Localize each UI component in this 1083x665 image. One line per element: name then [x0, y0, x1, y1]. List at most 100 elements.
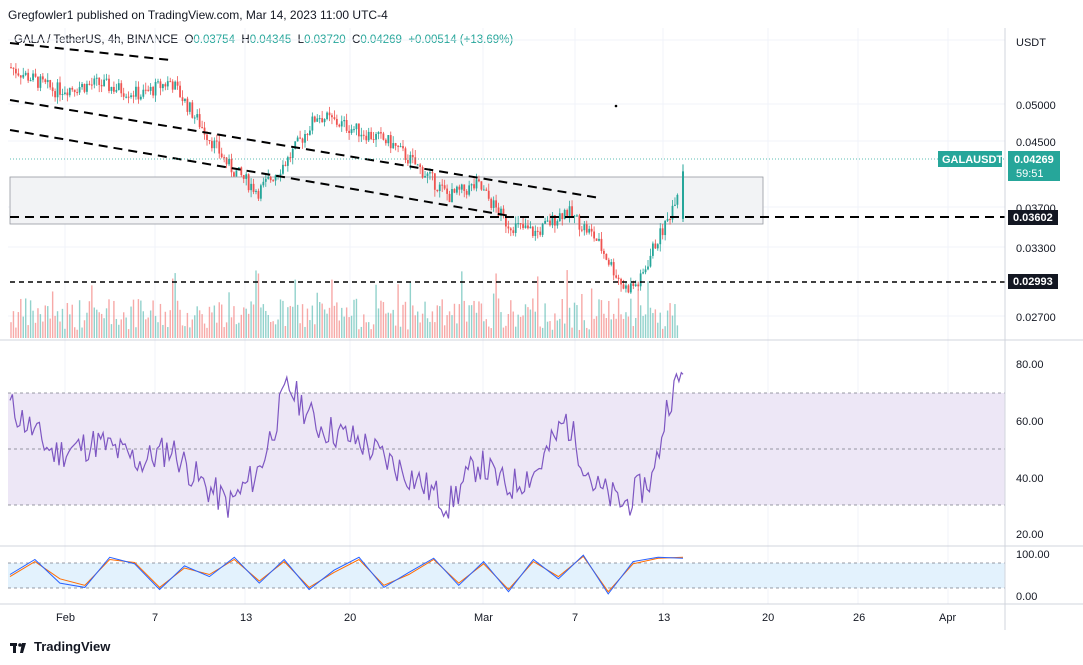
candle-body — [90, 84, 93, 86]
volume-bar — [64, 328, 66, 338]
volume-bar — [456, 323, 458, 338]
volume-bar — [270, 321, 272, 338]
candle-body — [196, 114, 199, 118]
current-price-tag — [1008, 151, 1060, 181]
symbol-tag — [938, 151, 1002, 167]
candle-body — [250, 183, 252, 191]
candle-body — [291, 148, 294, 158]
level-high-tag — [1008, 210, 1058, 225]
volume-bar — [294, 279, 296, 338]
volume-bar — [642, 315, 644, 338]
volume-bar — [576, 305, 578, 338]
volume-bar — [211, 312, 213, 338]
volume-bar — [635, 317, 637, 338]
candle-body — [639, 273, 642, 287]
volume-bar — [365, 322, 367, 338]
volume-bar — [590, 288, 593, 338]
volume-bar — [593, 318, 595, 338]
candle-body — [642, 272, 644, 274]
volume-bar — [132, 299, 135, 338]
volume-bar — [20, 298, 22, 338]
volume-bar — [566, 270, 568, 338]
candle-body — [676, 194, 679, 205]
candle-body — [225, 157, 228, 165]
footer-brand[interactable]: TradingView — [10, 639, 110, 654]
candle-body — [465, 190, 468, 195]
volume-bar — [186, 312, 189, 338]
volume-bar — [169, 310, 171, 338]
candle-body — [659, 228, 662, 245]
candle-body — [409, 154, 412, 164]
candle-body — [622, 284, 625, 289]
candle-body — [147, 89, 150, 91]
candle-body — [117, 83, 120, 90]
candle-body — [186, 98, 189, 112]
candle-body — [39, 76, 42, 88]
volume-bar — [319, 302, 321, 338]
volume-bar — [666, 310, 669, 338]
volume-bar — [245, 308, 247, 338]
candle-body — [387, 135, 390, 144]
volume-bar — [176, 300, 179, 338]
candle-body — [328, 112, 331, 116]
volume-bar — [105, 308, 108, 338]
volume-bar — [103, 318, 105, 338]
candle-body — [162, 84, 164, 89]
candle-body — [617, 277, 620, 279]
volume-bar — [620, 314, 622, 338]
level-high-text: 0.03602 — [1013, 212, 1053, 224]
volume-bar — [194, 315, 196, 338]
candle-body — [51, 87, 54, 92]
candle-body — [46, 80, 49, 83]
volume-bar — [492, 293, 495, 338]
candle-body — [590, 228, 593, 232]
candle-body — [419, 164, 422, 167]
candle-body — [343, 119, 346, 122]
rsi-tick-2: 40.00 — [1016, 473, 1044, 485]
candle-body — [632, 283, 635, 287]
candle-body — [458, 186, 461, 190]
volume-bar — [512, 311, 514, 338]
volume-bar — [522, 315, 524, 338]
volume-bar — [488, 326, 490, 338]
volume-bar — [546, 321, 549, 338]
candle-body — [86, 83, 88, 92]
level-low-text: 0.02993 — [1013, 276, 1053, 288]
volume-bar — [610, 319, 612, 338]
candle-body — [644, 269, 647, 273]
volume-bar — [515, 326, 517, 338]
candle-body — [174, 81, 177, 90]
candle-body — [625, 285, 627, 289]
volume-bar — [414, 315, 416, 338]
volume-bar — [145, 319, 147, 338]
volume-bar — [142, 311, 144, 338]
candle-body — [402, 146, 404, 149]
rsi-line — [9, 371, 684, 519]
candle-body — [629, 283, 632, 293]
volume-bar — [377, 308, 380, 338]
volume-bar — [483, 321, 485, 338]
candle-body — [255, 190, 257, 192]
volume-bar — [507, 314, 510, 338]
candle-body — [502, 208, 505, 215]
volume-bar — [127, 329, 130, 338]
candle-body — [289, 157, 292, 159]
volume-bar — [32, 310, 34, 338]
candle-body — [257, 190, 260, 199]
candle-body — [482, 189, 485, 191]
lower-trendline — [9, 129, 511, 217]
candle-body — [331, 115, 333, 118]
candle-body — [487, 190, 490, 199]
candle-body — [17, 73, 20, 76]
candle-body — [181, 97, 184, 102]
candle-body — [536, 230, 539, 232]
volume-bar — [54, 315, 56, 338]
volume-bar — [159, 303, 162, 338]
symbol-tag-text: GALAUSDT — [942, 154, 1003, 166]
volume-bar — [350, 315, 353, 338]
volume-bar — [267, 314, 269, 338]
candle-body — [164, 84, 167, 87]
volume-bar — [495, 273, 497, 338]
candle-body — [144, 89, 147, 91]
